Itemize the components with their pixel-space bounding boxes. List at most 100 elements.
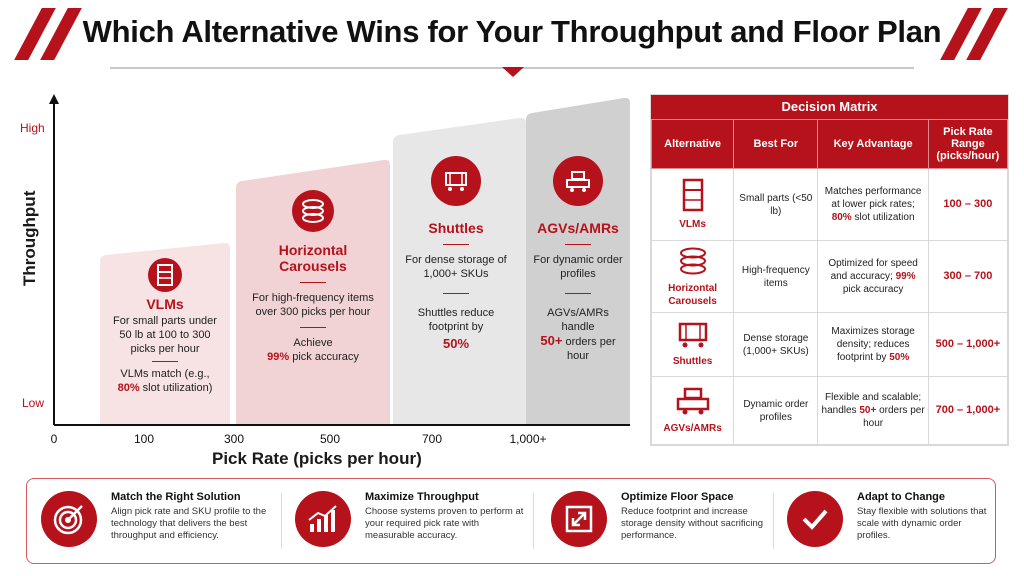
agvs-column: AGVs/AMRs For dynamic order profiles AGV… bbox=[532, 156, 624, 363]
range-cell: 100 – 300 bbox=[927, 168, 1009, 241]
agvs-divider bbox=[565, 244, 591, 245]
benefit-title: Optimize Floor Space bbox=[621, 491, 734, 503]
best-for-cell: Small parts (<50 lb) bbox=[733, 168, 819, 241]
page-title: Which Alternative Wins for Your Throughp… bbox=[82, 14, 942, 49]
benefit-item: Adapt to Change Stay flexible with solut… bbox=[787, 489, 987, 553]
vlm-icon bbox=[148, 258, 182, 292]
alt-cell: Shuttles bbox=[650, 312, 735, 377]
table-row: Shuttles Dense storage (1,000+ SKUs) Max… bbox=[650, 312, 1009, 377]
shuttles-detail-highlight: 50% bbox=[442, 336, 470, 351]
matrix-header: Pick Rate Range (picks/hour) bbox=[927, 119, 1009, 169]
alt-cell: AGVs/AMRs bbox=[650, 376, 735, 445]
shuttles-divider bbox=[443, 244, 469, 245]
benefit-title: Maximize Throughput bbox=[365, 491, 479, 503]
best-for-cell: High-frequency items bbox=[733, 240, 819, 313]
benefit-title: Match the Right Solution bbox=[111, 491, 241, 503]
benefits-bar: Match the Right Solution Align pick rate… bbox=[26, 478, 996, 564]
alt-name: Shuttles bbox=[672, 356, 713, 367]
agvs-divider bbox=[565, 293, 591, 294]
vlms-desc: For small parts under 50 lb at 100 to 30… bbox=[113, 315, 217, 355]
y-axis-title: Throughput bbox=[20, 190, 39, 286]
x-tick: 100 bbox=[133, 432, 155, 446]
shuttles-block bbox=[393, 117, 526, 425]
best-for-cell: Dynamic order profiles bbox=[733, 376, 819, 445]
checkmark-icon bbox=[787, 491, 843, 547]
table-row: Horizontal Carousels High-frequency item… bbox=[650, 240, 1009, 313]
advantage-cell: Flexible and scalable; handles 50+ order… bbox=[817, 376, 929, 445]
benefit-item: Match the Right Solution Align pick rate… bbox=[41, 489, 281, 553]
agvs-desc: For dynamic order profiles bbox=[533, 254, 623, 280]
agvs-detail: AGVs/AMRs handle 50+ orders per hour bbox=[540, 307, 616, 362]
step-chart bbox=[49, 94, 630, 426]
alt-name: VLMs bbox=[679, 219, 706, 230]
alt-name: Horizontal Carousels bbox=[668, 282, 718, 307]
benefit-divider bbox=[533, 493, 534, 549]
range-cell: 700 – 1,000+ bbox=[927, 376, 1009, 445]
alt-name: AGVs/AMRs bbox=[663, 423, 722, 434]
range-cell: 500 – 1,000+ bbox=[927, 312, 1009, 377]
growth-chart-icon bbox=[295, 491, 351, 547]
benefit-body: Reduce footprint and increase storage de… bbox=[621, 506, 764, 541]
benefit-title: Adapt to Change bbox=[857, 491, 945, 503]
vlms-divider bbox=[152, 361, 178, 362]
shuttles-divider bbox=[443, 293, 469, 294]
advantage-cell: Optimized for speed and accuracy; 99% pi… bbox=[817, 240, 929, 313]
benefit-divider bbox=[281, 493, 282, 549]
alt-cell: Horizontal Carousels bbox=[650, 240, 735, 313]
matrix-table: Alternative Best For Key Advantage Pick … bbox=[650, 119, 1009, 445]
shuttles-column: Shuttles For dense storage of 1,000+ SKU… bbox=[400, 156, 512, 351]
agv-icon bbox=[553, 156, 603, 206]
benefit-item: Optimize Floor Space Reduce footprint an… bbox=[551, 489, 781, 553]
x-tick: 0 bbox=[50, 432, 58, 446]
carousels-detail: Achieve 99% pick accuracy bbox=[267, 337, 359, 363]
carousels-desc: For high-frequency items over 300 picks … bbox=[252, 292, 374, 318]
x-tick: 700 bbox=[421, 432, 443, 446]
table-row: VLMs Small parts (<50 lb) Matches perfor… bbox=[650, 168, 1009, 241]
y-label-low: Low bbox=[22, 396, 45, 410]
shuttles-title: Shuttles bbox=[428, 220, 484, 236]
carousels-divider bbox=[300, 282, 326, 283]
y-label-high: High bbox=[20, 121, 45, 135]
carousels-divider bbox=[300, 327, 326, 328]
decision-matrix: Decision Matrix Alternative Best For Key… bbox=[650, 94, 1009, 446]
x-tick: 300 bbox=[223, 432, 245, 446]
agvs-block bbox=[526, 97, 630, 425]
vlms-title: VLMs bbox=[146, 296, 184, 312]
matrix-header: Alternative bbox=[650, 119, 735, 169]
shuttle-icon bbox=[678, 322, 707, 348]
carousels-column: Horizontal Carousels For high-frequency … bbox=[248, 190, 378, 364]
carousels-block bbox=[236, 159, 390, 425]
carousels-title: Horizontal Carousels bbox=[278, 242, 348, 274]
y-axis-arrow bbox=[49, 94, 59, 104]
benefit-body: Align pick rate and SKU profile to the t… bbox=[111, 506, 267, 541]
x-tick: 1,000+ bbox=[509, 432, 547, 446]
vlm-icon bbox=[682, 178, 703, 212]
x-axis-title: Pick Rate (picks per hour) bbox=[212, 449, 422, 468]
x-tick: 500 bbox=[319, 432, 341, 446]
vlms-column: VLMs For small parts under 50 lb at 100 … bbox=[108, 258, 222, 395]
matrix-header: Key Advantage bbox=[817, 119, 929, 169]
benefit-body: Choose systems proven to perform at your… bbox=[365, 506, 524, 541]
carousel-icon bbox=[292, 190, 334, 232]
matrix-header: Best For bbox=[733, 119, 819, 169]
advantage-cell: Matches performance at lower pick rates;… bbox=[817, 168, 929, 241]
agv-icon bbox=[676, 387, 709, 415]
agvs-title: AGVs/AMRs bbox=[537, 220, 619, 236]
best-for-cell: Dense storage (1,000+ SKUs) bbox=[733, 312, 819, 377]
shuttles-desc: For dense storage of 1,000+ SKUs bbox=[405, 254, 507, 280]
alt-cell: VLMs bbox=[650, 168, 735, 241]
title-notch bbox=[502, 67, 524, 77]
benefit-item: Maximize Throughput Choose systems prove… bbox=[295, 489, 525, 553]
table-row: AGVs/AMRs Dynamic order profiles Flexibl… bbox=[650, 376, 1009, 445]
range-cell: 300 – 700 bbox=[927, 240, 1009, 313]
shuttle-icon bbox=[431, 156, 481, 206]
benefit-body: Stay flexible with solutions that scale … bbox=[857, 506, 987, 541]
benefit-divider bbox=[773, 493, 774, 549]
target-icon bbox=[41, 491, 97, 547]
advantage-cell: Maximizes storage density; reduces footp… bbox=[817, 312, 929, 377]
vlms-block bbox=[100, 242, 230, 425]
carousel-icon bbox=[679, 247, 706, 274]
compress-icon bbox=[551, 491, 607, 547]
matrix-title: Decision Matrix bbox=[651, 95, 1008, 119]
shuttles-detail: Shuttles reduce footprint by bbox=[417, 307, 495, 333]
